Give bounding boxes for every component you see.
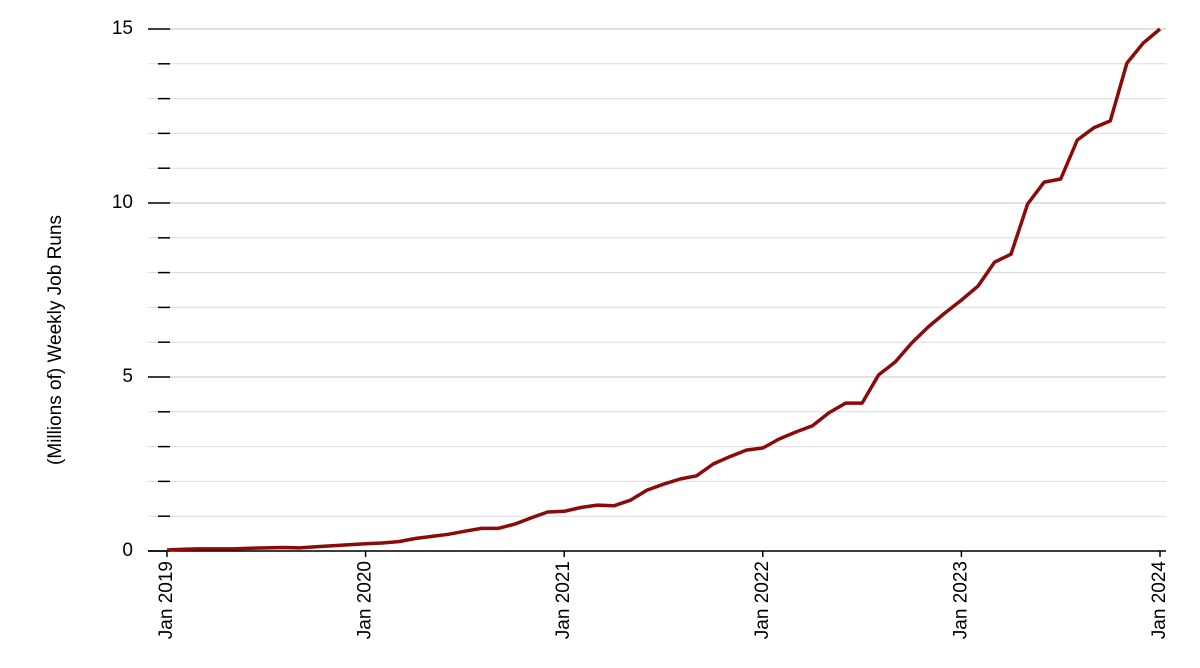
x-tick-label: Jan 2020 [355, 561, 376, 639]
y-tick-label: 5 [122, 366, 133, 387]
x-tick-label: Jan 2021 [553, 561, 574, 639]
y-axis-label: (Millions of) Weekly Job Runs [45, 215, 66, 465]
data-line [166, 27, 1162, 552]
y-tick-label: 15 [112, 18, 133, 39]
x-tick-label: Jan 2023 [950, 561, 971, 639]
y-tick-label: 0 [122, 540, 133, 561]
x-tick-label: Jan 2019 [156, 561, 177, 639]
x-tick-label: Jan 2024 [1149, 561, 1170, 640]
x-tick-label: Jan 2022 [752, 561, 773, 639]
y-tick-label: 10 [112, 192, 133, 213]
